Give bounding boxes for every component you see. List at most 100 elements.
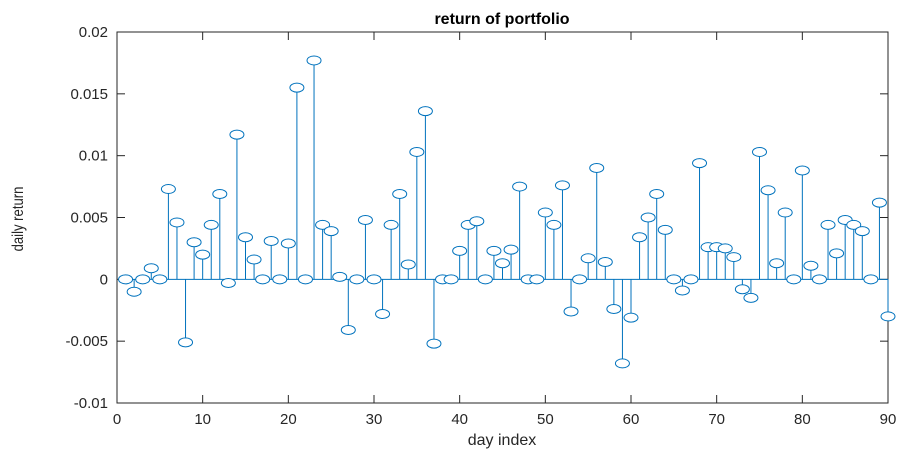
stem-marker <box>169 217 185 228</box>
stem-marker <box>452 245 468 256</box>
stem-marker <box>572 274 588 285</box>
stem-marker <box>366 274 382 285</box>
axis-ticks: 0 10 20 30 40 50 60 70 80 90 -0.01 -0.005 0 0.005 0.01… <box>65 24 896 428</box>
x-tick-label: 50 <box>537 411 554 428</box>
stem-marker <box>212 189 228 200</box>
stem-marker <box>349 274 365 285</box>
stem-marker <box>297 274 313 285</box>
stem-marker <box>486 245 502 256</box>
stem-marker <box>769 258 785 269</box>
x-tick-label: 70 <box>708 411 725 428</box>
stem-marker <box>674 285 690 296</box>
stem-marker <box>777 207 793 218</box>
x-axis-label: day index <box>468 432 537 449</box>
stem-marker <box>229 129 245 140</box>
stem-marker <box>640 212 656 223</box>
stem-marker <box>152 274 168 285</box>
stem-marker <box>683 274 699 285</box>
stem-marker <box>589 163 605 174</box>
stem-marker <box>529 274 545 285</box>
stem-marker <box>786 274 802 285</box>
stem-marker <box>554 180 570 191</box>
x-tick-label: 20 <box>280 411 297 428</box>
chart-title: return of portfolio <box>434 11 569 28</box>
stem-marker <box>546 219 562 230</box>
stem-marker <box>632 232 648 243</box>
stem-marker <box>726 252 742 263</box>
stem-marker <box>263 235 279 246</box>
x-tick-label: 10 <box>194 411 211 428</box>
stem-marker <box>614 358 630 369</box>
stem-marker <box>811 274 827 285</box>
stem-marker <box>871 197 887 208</box>
stem-marker <box>597 257 613 268</box>
stem-marker <box>280 238 296 249</box>
stem-marker <box>563 306 579 317</box>
stem-marker <box>443 274 459 285</box>
stem-marker <box>666 274 682 285</box>
stem-marker <box>195 249 211 260</box>
x-tick-label: 0 <box>113 411 121 428</box>
stem-marker <box>160 184 176 195</box>
stem-marker <box>417 106 433 117</box>
stem-marker <box>357 214 373 225</box>
stem-marker <box>178 337 194 348</box>
stem-marker <box>469 216 485 227</box>
stem-marker <box>375 308 391 319</box>
stem-marker <box>846 219 862 230</box>
stem-marker <box>477 274 493 285</box>
x-tick-label: 60 <box>623 411 640 428</box>
y-tick-label: 0.015 <box>70 86 108 103</box>
stem-marker <box>135 274 151 285</box>
stem-marker <box>734 284 750 295</box>
stem-marker <box>220 278 236 289</box>
y-tick-label: -0.01 <box>74 395 108 412</box>
stem-marker <box>503 244 519 255</box>
stem-marker <box>717 243 733 254</box>
stem-series <box>118 55 896 369</box>
stem-marker <box>426 338 442 349</box>
stem-marker <box>794 165 810 176</box>
stem-marker <box>315 219 331 230</box>
stem-marker <box>332 271 348 282</box>
stem-marker <box>203 219 219 230</box>
stem-marker <box>400 259 416 270</box>
stem-marker <box>495 258 510 269</box>
stem-marker <box>306 55 322 66</box>
stem-marker <box>863 274 879 285</box>
stem-marker <box>752 146 767 157</box>
stem-marker <box>143 263 159 274</box>
stem-marker <box>657 224 673 235</box>
stem-marker <box>854 226 870 237</box>
stem-marker <box>760 185 776 196</box>
stem-marker <box>829 248 845 259</box>
stem-marker <box>118 274 134 285</box>
stem-marker <box>255 274 271 285</box>
y-tick-label: 0.01 <box>79 148 108 165</box>
stem-marker <box>803 260 819 271</box>
stem-marker <box>880 311 896 322</box>
stem-marker <box>186 237 202 248</box>
stem-marker <box>323 226 339 237</box>
stem-marker <box>272 274 288 285</box>
x-tick-label: 80 <box>794 411 811 428</box>
x-tick-label: 90 <box>880 411 897 428</box>
stem-marker <box>289 82 305 93</box>
stem-marker <box>340 325 356 336</box>
y-tick-label: 0.02 <box>79 24 108 41</box>
stem-marker <box>392 189 408 200</box>
stem-marker <box>537 207 553 218</box>
stem-marker <box>820 219 836 230</box>
y-tick-label: 0 <box>100 271 108 288</box>
x-tick-label: 40 <box>451 411 468 428</box>
axes-box <box>116 31 889 404</box>
plot-area: 0 10 20 30 40 50 60 70 80 90 -0.01 -0.005 0 0.005 0.01… <box>65 24 896 428</box>
stem-marker <box>580 253 596 264</box>
y-axis-label: daily return <box>10 187 27 252</box>
stem-marker <box>743 292 759 303</box>
stem-marker <box>606 304 622 315</box>
stem-marker <box>649 189 665 200</box>
stem-marker <box>383 219 399 230</box>
